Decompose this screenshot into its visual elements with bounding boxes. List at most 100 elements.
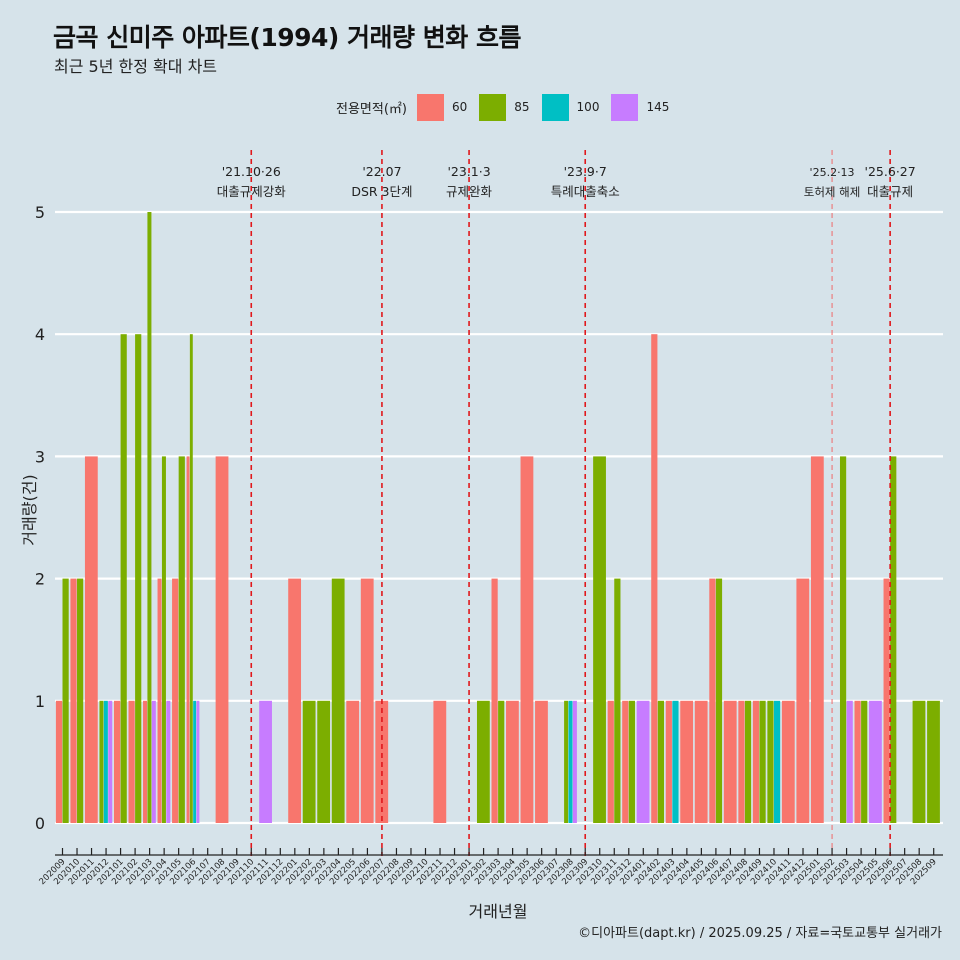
legend-label-145: 145 — [646, 100, 670, 114]
bar-202303-85 — [498, 700, 505, 823]
bar-202505-145 — [869, 700, 882, 823]
bar-202504-60 — [854, 700, 861, 823]
legend-label-85: 85 — [514, 100, 530, 114]
bar-202207-60 — [375, 700, 389, 823]
legend-label-60: 60 — [451, 100, 468, 114]
bar-202009-60 — [55, 700, 63, 823]
bar-202205-60 — [346, 700, 360, 823]
y-tick-label: 4 — [35, 325, 45, 344]
bar-202308-85 — [564, 700, 569, 823]
bar-202411-60 — [781, 700, 795, 823]
y-axis-label: 거래량(건) — [20, 474, 39, 546]
bar-202304-60 — [506, 700, 519, 823]
legend: 전용면적(㎡) 60 85 100 145 — [336, 93, 681, 121]
legend-swatch-145 — [611, 93, 639, 121]
legend-swatch-60 — [416, 93, 444, 121]
bar-202010-60 — [70, 578, 77, 823]
event-label: 대출규제 — [867, 184, 913, 199]
bar-202106-85 — [189, 334, 193, 823]
bar-202306-60 — [535, 700, 548, 823]
event-label: 대출규제강화 — [217, 184, 287, 199]
bar-202508-85 — [912, 700, 926, 823]
event-date: '23.9·7 — [564, 164, 607, 179]
legend-swatch-85 — [479, 93, 507, 121]
bar-202308-100 — [568, 700, 573, 823]
bar-202409-60 — [752, 700, 760, 823]
chart-subtitle: 최근 5년 한정 확대 차트 — [54, 57, 218, 76]
bar-202506-85 — [890, 456, 897, 823]
y-tick-label: 5 — [35, 203, 45, 222]
bar-202404-60 — [680, 700, 694, 823]
event-date: '25.2·13 — [810, 166, 855, 179]
bar-202410-85 — [767, 700, 774, 823]
bar-202312-85 — [628, 700, 635, 823]
bar-202101-60 — [113, 700, 121, 823]
bar-202105-85 — [178, 456, 185, 823]
bar-202012-100 — [103, 700, 108, 823]
bar-202104-145 — [166, 700, 171, 823]
bar-202302-85 — [476, 700, 490, 823]
legend-label-100: 100 — [576, 100, 600, 114]
y-tick-label: 2 — [35, 570, 45, 589]
legend-swatch-100 — [541, 93, 569, 121]
bar-202211-60 — [433, 700, 447, 823]
y-axis-ticks: 0 1 2 3 4 5 — [35, 203, 45, 833]
chart-title: 금곡 신미주 아파트(1994) 거래량 변화 흐름 — [53, 23, 521, 52]
bar-202011-60 — [84, 456, 98, 823]
event-label: 규제완화 — [446, 184, 493, 199]
caption: ©디아파트(dapt.kr) / 2025.09.25 / 자료=국토교통부 실… — [578, 926, 942, 941]
bar-202106-145 — [196, 700, 200, 823]
bar-202201-60 — [288, 578, 302, 823]
bar-202409-85 — [759, 700, 766, 823]
bar-202012-145 — [108, 700, 113, 823]
event-label: DSR 3단계 — [351, 184, 412, 199]
y-tick-label: 0 — [35, 814, 45, 833]
event-date: '25.6·27 — [865, 164, 916, 179]
event-date: '22.07 — [362, 164, 401, 179]
bar-202104-60 — [157, 578, 162, 823]
legend-title: 전용면적(㎡) — [336, 101, 407, 117]
bar-202103-145 — [151, 700, 156, 823]
bar-202203-85 — [317, 700, 331, 823]
bar-202504-85 — [861, 700, 868, 823]
bar-202406-60 — [709, 578, 716, 823]
bar-202405-60 — [694, 700, 708, 823]
bar-202509-85 — [927, 700, 940, 823]
bar-202009-85 — [62, 578, 69, 823]
x-axis: 2020092020102020112020122021012021022021… — [38, 848, 943, 887]
bar-202106-100 — [193, 700, 197, 823]
bar-202501-60 — [810, 456, 824, 823]
bar-202410-100 — [773, 700, 781, 823]
event-label: 토허제 해제 — [804, 185, 861, 199]
bar-202102-85 — [135, 334, 142, 823]
event-label: 특례대출축소 — [551, 184, 620, 199]
bar-202206-60 — [360, 578, 374, 823]
bar-202308-145 — [572, 700, 577, 823]
bar-202402-60 — [651, 334, 658, 823]
bar-202103-60 — [143, 700, 148, 823]
bar-202106-60 — [186, 456, 190, 823]
bar-202407-60 — [723, 700, 737, 823]
event-lines: '21.10·26 대출규제강화 '22.07 DSR 3단계 '23.1·3 규제완화 '… — [217, 150, 916, 856]
bar-202111-145 — [259, 700, 272, 823]
bar-202401-145 — [636, 700, 650, 823]
bar-202310-85 — [593, 456, 606, 823]
bar-202408-85 — [744, 700, 752, 823]
y-tick-label: 3 — [35, 447, 45, 466]
bar-202305-60 — [520, 456, 534, 823]
bar-202311-60 — [607, 700, 614, 823]
bar-202101-85 — [120, 334, 127, 823]
bar-202012-85 — [99, 700, 104, 823]
bar-202503-145 — [846, 700, 853, 823]
bar-202103-85 — [147, 212, 152, 823]
bar-202108-60 — [215, 456, 229, 823]
bar-202412-60 — [796, 578, 810, 823]
event-date: '23.1·3 — [447, 164, 490, 179]
bar-202204-85 — [331, 578, 345, 823]
bar-202506-60 — [883, 578, 890, 823]
bar-202105-60 — [172, 578, 179, 823]
bar-202102-60 — [128, 700, 135, 823]
bar-202408-60 — [738, 700, 745, 823]
bar-202303-60 — [491, 578, 498, 823]
